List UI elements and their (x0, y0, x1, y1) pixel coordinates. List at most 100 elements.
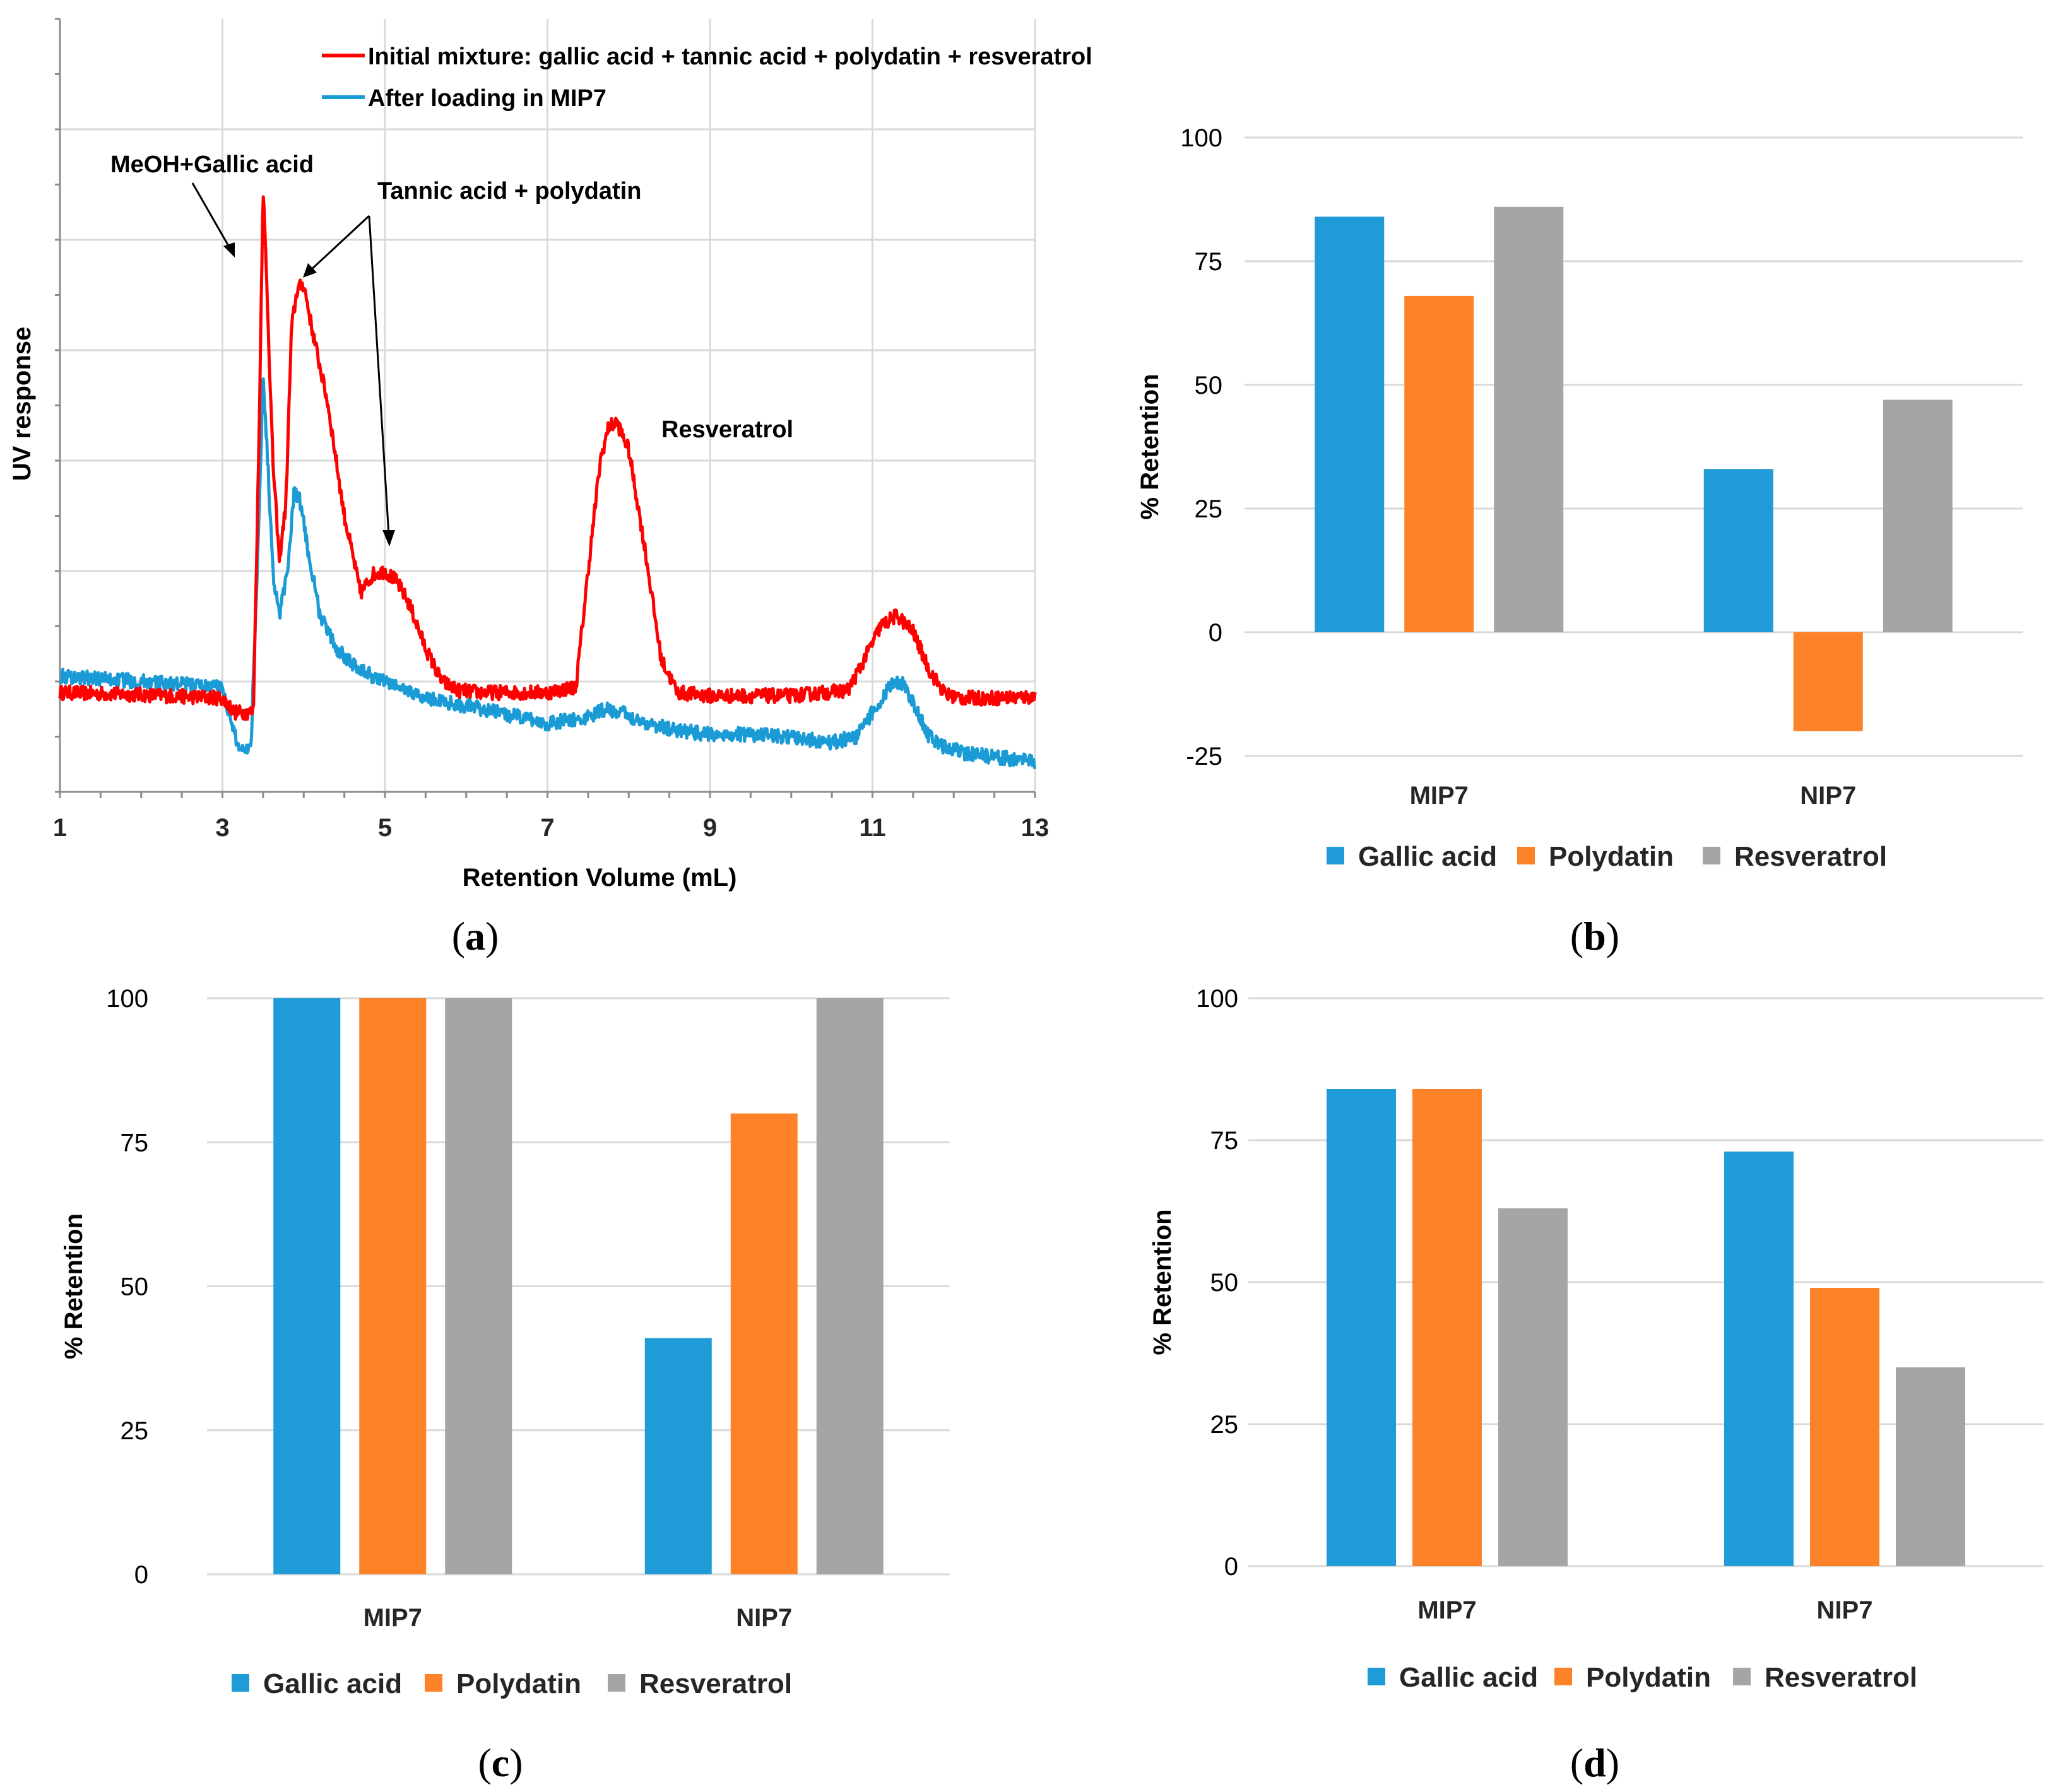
y-tick-label-panel-c: 75 (121, 1129, 149, 1157)
y-tick-label-panel-b: 75 (1195, 248, 1223, 276)
annotation-arrow-tannic-1 (307, 215, 370, 274)
x-tick-label: 7 (540, 814, 554, 842)
y-tick-label-panel-d: 75 (1210, 1127, 1239, 1155)
legend-label-polydatin: Polydatin (1549, 841, 1674, 872)
panel-b-bar-chart: -25 0 25 50 75 100 MIP7 NIP7 % Retention Gallic a… (1136, 124, 2023, 872)
panel-a-caption: (a) (452, 914, 499, 958)
panel-a-series-lines (58, 195, 1037, 770)
x-tick-label: 1 (53, 814, 67, 842)
bar-resveratrol-mip7 (1498, 1208, 1568, 1566)
legend-label-initial: Initial mixture: gallic acid + tannic ac… (368, 44, 1092, 70)
legend-swatch-resveratrol (608, 1674, 625, 1692)
bar-resveratrol-nip7 (1883, 399, 1953, 632)
series-line-initial-mixture (58, 195, 1037, 721)
panel-d-caption: (d) (1570, 1740, 1619, 1785)
legend-label-resveratrol: Resveratrol (639, 1668, 792, 1699)
y-tick-label-panel-d: 100 (1196, 985, 1238, 1013)
legend-label-gallic-acid: Gallic acid (1399, 1662, 1538, 1693)
y-tick-label-panel-b: 50 (1195, 372, 1223, 399)
x-tick-label: 13 (1021, 814, 1050, 842)
y-tick-label-panel-c: 0 (134, 1561, 148, 1589)
legend-swatch-polydatin (1554, 1668, 1572, 1685)
panel-a-caption-letter: a (465, 914, 485, 958)
legend-swatch-polydatin (1517, 847, 1535, 864)
bar-gallic-acid-nip7 (1724, 1152, 1794, 1566)
panel-d-caption-letter: d (1583, 1740, 1606, 1785)
category-label-nip7: NIP7 (1800, 782, 1856, 810)
arrowhead-tannic-1 (303, 263, 317, 278)
panel-c-bar-chart: 0 25 50 75 100 MIP7 NIP7 % Retention Gallic acid… (60, 985, 950, 1699)
panel-b-caption-letter: b (1583, 914, 1606, 958)
annotation-arrow-meoh (191, 182, 234, 253)
bar-gallic-acid-mip7 (1327, 1089, 1396, 1566)
legend-label-resveratrol: Resveratrol (1734, 841, 1887, 872)
legend-label-polydatin: Polydatin (456, 1668, 581, 1699)
panel-a-y-axis-label: UV response (8, 327, 36, 481)
y-tick-label-panel-b: 0 (1209, 619, 1222, 647)
legend-label-gallic-acid: Gallic acid (1358, 841, 1497, 872)
bar-polydatin-nip7 (1793, 632, 1863, 731)
y-tick-label-panel-b: 25 (1195, 495, 1223, 523)
category-label-mip7: MIP7 (1410, 782, 1469, 810)
x-tick-label: 9 (703, 814, 717, 842)
y-tick-label-panel-c: 50 (121, 1273, 149, 1301)
panel-c-caption-letter: c (492, 1740, 509, 1785)
panel-b-caption: (b) (1570, 914, 1619, 958)
annotation-resveratrol: Resveratrol (661, 416, 793, 443)
y-axis-label-panel-d: % Retention (1149, 1209, 1176, 1355)
x-tick-label: 5 (378, 814, 392, 842)
legend-label-resveratrol: Resveratrol (1765, 1662, 1917, 1693)
legend-swatch-gallic-acid (232, 1674, 249, 1692)
bar-resveratrol-nip7 (816, 998, 884, 1574)
bar-polydatin-nip7 (1810, 1288, 1879, 1566)
y-tick-label-panel-c: 100 (106, 985, 148, 1013)
bar-polydatin-mip7 (1412, 1089, 1482, 1566)
annotation-meoh-gallic: MeOH+Gallic acid (110, 151, 314, 178)
y-tick-label-panel-d: 50 (1210, 1269, 1239, 1297)
panel-a-x-axis-label: Retention Volume (mL) (463, 864, 737, 892)
y-axis-label-panel-c: % Retention (60, 1213, 88, 1359)
bar-polydatin-nip7 (730, 1113, 798, 1574)
legend-swatch-resveratrol (1703, 847, 1720, 864)
bar-gallic-acid-mip7 (1315, 216, 1385, 632)
y-tick-label-panel-c: 25 (121, 1417, 149, 1445)
y-tick-label-panel-b: -25 (1186, 743, 1222, 770)
legend-swatch-gallic-acid (1327, 847, 1344, 864)
y-tick-label-panel-b: 100 (1180, 124, 1222, 152)
bar-gallic-acid-mip7 (273, 998, 341, 1574)
y-axis-label-panel-b: % Retention (1136, 374, 1164, 519)
bar-resveratrol-mip7 (445, 998, 512, 1574)
panel-a-x-tick-labels: 1 3 5 7 9 11 13 (53, 814, 1049, 842)
annotation-arrow-tannic-2 (368, 215, 390, 536)
annotation-tannic-polydatin: Tannic acid + polydatin (377, 178, 641, 204)
legend-label-gallic-acid: Gallic acid (263, 1668, 402, 1699)
arrowhead-meoh (223, 242, 235, 257)
legend-label-after: After loading in MIP7 (368, 85, 606, 112)
panel-c-caption: (c) (478, 1740, 523, 1785)
bar-gallic-acid-nip7 (1703, 469, 1773, 632)
bar-polydatin-mip7 (359, 998, 427, 1574)
legend-swatch-polydatin (425, 1674, 442, 1692)
panel-a-line-chart: 1 3 5 7 9 11 13 Initial mixture: gallic acid +… (8, 18, 1092, 958)
legend-swatch-gallic-acid (1368, 1668, 1385, 1685)
arrowhead-tannic-2 (382, 530, 395, 546)
category-label-mip7: MIP7 (364, 1604, 422, 1632)
legend-label-polydatin: Polydatin (1586, 1662, 1711, 1693)
category-label-nip7: NIP7 (1817, 1596, 1873, 1624)
y-tick-label-panel-d: 25 (1210, 1411, 1239, 1439)
category-label-nip7: NIP7 (736, 1604, 792, 1632)
bar-polydatin-mip7 (1404, 295, 1474, 632)
bar-gallic-acid-nip7 (644, 1338, 712, 1574)
legend-swatch-resveratrol (1733, 1668, 1751, 1685)
y-tick-label-panel-d: 0 (1224, 1553, 1238, 1581)
panel-a-gridlines (60, 19, 1036, 792)
bar-resveratrol-mip7 (1494, 206, 1564, 632)
x-tick-label: 3 (215, 814, 229, 842)
bar-resveratrol-nip7 (1896, 1367, 1965, 1566)
panel-d-bar-chart: 0 25 50 75 100 MIP7 NIP7 % Retention Gallic acid… (1149, 985, 2043, 1693)
category-label-mip7: MIP7 (1417, 1596, 1476, 1624)
x-tick-label: 11 (859, 814, 885, 842)
series-line-after-loading-mip7 (58, 377, 1037, 770)
panel-a-axes (55, 18, 1036, 798)
